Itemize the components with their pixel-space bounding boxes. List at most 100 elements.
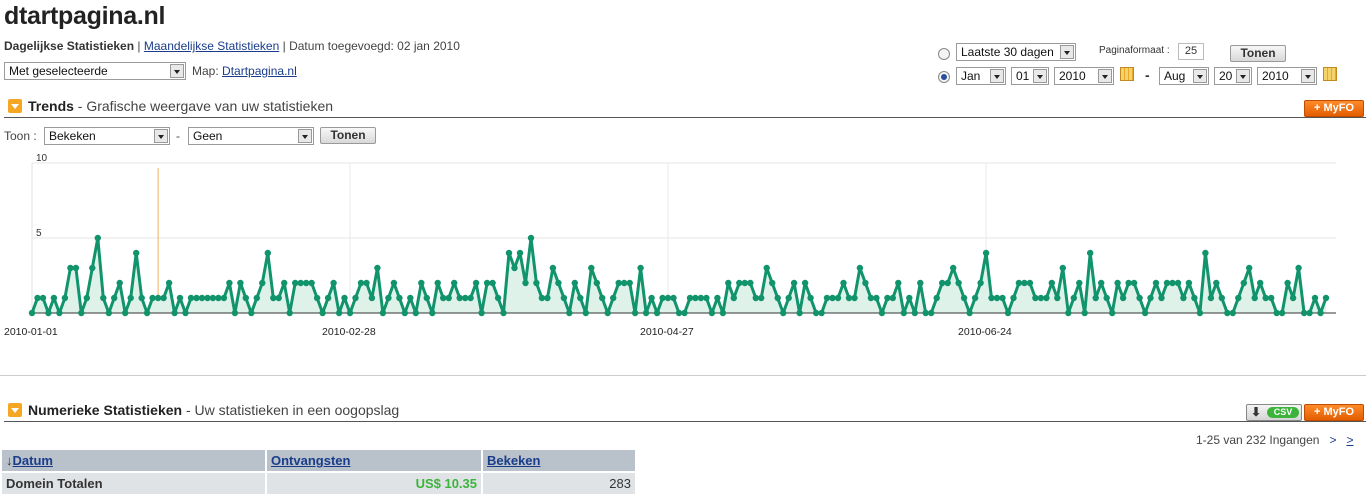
metric-select-1[interactable]: Bekeken xyxy=(44,127,170,145)
from-year-value: 2010 xyxy=(1059,69,1086,83)
data-point xyxy=(429,309,436,317)
chevron-down-icon xyxy=(1193,69,1207,83)
data-point xyxy=(944,279,951,287)
data-point xyxy=(1273,309,1280,317)
x-tick-label: 2010-04-27 xyxy=(640,326,694,338)
data-point xyxy=(67,264,74,272)
col-datum-link[interactable]: Datum xyxy=(12,453,53,468)
data-point xyxy=(379,309,387,317)
data-point xyxy=(1218,294,1226,302)
col-bekeken-link[interactable]: Bekeken xyxy=(487,453,541,468)
data-point xyxy=(730,294,737,302)
from-day-select[interactable]: 01 xyxy=(1011,67,1049,85)
data-point xyxy=(385,294,392,302)
data-point xyxy=(1103,294,1110,302)
data-point xyxy=(708,309,716,317)
data-point xyxy=(621,279,628,287)
data-point xyxy=(527,234,535,242)
data-point xyxy=(599,294,606,302)
total-label: Domein Totalen xyxy=(2,471,267,494)
total-views: 283 xyxy=(482,471,637,494)
toon-show-button[interactable]: Tonen xyxy=(320,127,376,144)
data-point xyxy=(242,294,249,302)
data-point xyxy=(275,294,282,302)
data-point xyxy=(407,294,414,302)
preset-range-radio[interactable] xyxy=(938,48,950,60)
numeric-myfo-button[interactable]: + MyFO xyxy=(1304,404,1364,421)
data-point xyxy=(434,279,441,287)
to-month-select[interactable]: Aug xyxy=(1159,67,1209,85)
from-month-select[interactable]: Jan xyxy=(956,67,1006,85)
data-point xyxy=(686,294,694,302)
data-point xyxy=(182,309,189,317)
next-page-link[interactable]: > xyxy=(1329,433,1337,447)
metric-select-2[interactable]: Geen xyxy=(188,127,314,145)
data-point xyxy=(851,294,858,302)
chevron-down-icon xyxy=(1236,69,1250,83)
download-icon: ⬇ xyxy=(1251,405,1262,419)
data-point xyxy=(467,294,474,302)
data-point xyxy=(478,309,485,317)
metric-select-2-value: Geen xyxy=(193,129,223,143)
collapse-arrow-icon[interactable] xyxy=(8,99,22,113)
data-point xyxy=(1257,279,1264,287)
data-point xyxy=(1240,279,1248,287)
data-point xyxy=(867,294,875,302)
data-point xyxy=(653,309,661,317)
data-point xyxy=(823,294,831,302)
data-point xyxy=(1191,294,1198,302)
show-range-button[interactable]: Tonen xyxy=(1230,45,1286,62)
data-point xyxy=(154,294,162,302)
numeric-subtitle: - Uw statistieken in een oogopslag xyxy=(182,402,400,418)
last-page-link[interactable]: > xyxy=(1346,433,1354,447)
data-point xyxy=(752,294,759,302)
data-point xyxy=(133,249,140,257)
data-point xyxy=(297,279,304,287)
csv-export-button[interactable]: ⬇ CSV xyxy=(1246,404,1302,421)
data-point xyxy=(28,309,36,317)
data-point xyxy=(741,279,748,287)
range-dash: - xyxy=(1145,67,1150,83)
custom-range-radio[interactable] xyxy=(938,71,950,83)
chevron-down-icon xyxy=(154,129,168,143)
preset-range-select[interactable]: Laatste 30 dagen xyxy=(956,43,1076,61)
data-point xyxy=(100,294,107,302)
data-point xyxy=(264,249,271,257)
map-link[interactable]: Dtartpagina.nl xyxy=(222,64,297,78)
filter-select[interactable]: Met geselecteerde xyxy=(4,62,186,80)
separator: | xyxy=(282,39,286,53)
data-point xyxy=(39,294,47,302)
data-point xyxy=(462,294,469,302)
data-point xyxy=(714,294,721,302)
pagination-text: 1-25 van 232 Ingangen xyxy=(1196,433,1320,447)
to-day-select[interactable]: 20 xyxy=(1214,67,1252,85)
data-point xyxy=(1180,294,1187,302)
site-title: dtartpagina.nl xyxy=(4,2,166,30)
chevron-down-icon xyxy=(298,129,312,143)
data-point xyxy=(681,309,688,317)
date-added: Datum toegevoegd: 02 jan 2010 xyxy=(289,39,460,53)
data-point xyxy=(1311,294,1319,302)
data-point xyxy=(281,279,288,287)
data-point xyxy=(544,294,551,302)
data-point xyxy=(1317,309,1324,317)
col-bekeken[interactable]: Bekeken xyxy=(482,450,637,472)
to-year-select[interactable]: 2010 xyxy=(1257,67,1317,85)
monthly-stats-link[interactable]: Maandelijkse Statistieken xyxy=(143,39,280,53)
page-format-input[interactable]: 25 xyxy=(1178,43,1204,60)
col-ontvangsten[interactable]: Ontvangsten xyxy=(266,450,483,472)
data-point xyxy=(105,309,113,317)
data-point xyxy=(472,279,480,287)
col-ontvangsten-link[interactable]: Ontvangsten xyxy=(271,453,351,468)
calendar-icon[interactable] xyxy=(1120,67,1134,81)
collapse-arrow-icon[interactable] xyxy=(8,403,22,417)
data-point xyxy=(56,309,63,317)
trends-myfo-button[interactable]: + MyFO xyxy=(1304,100,1364,117)
data-point xyxy=(845,294,853,302)
data-point xyxy=(1322,294,1330,302)
data-point xyxy=(1213,279,1220,287)
col-datum[interactable]: ↓Datum xyxy=(2,450,267,472)
x-tick-label: 2010-06-24 xyxy=(958,326,1012,338)
calendar-icon[interactable] xyxy=(1323,67,1337,81)
from-year-select[interactable]: 2010 xyxy=(1054,67,1114,85)
